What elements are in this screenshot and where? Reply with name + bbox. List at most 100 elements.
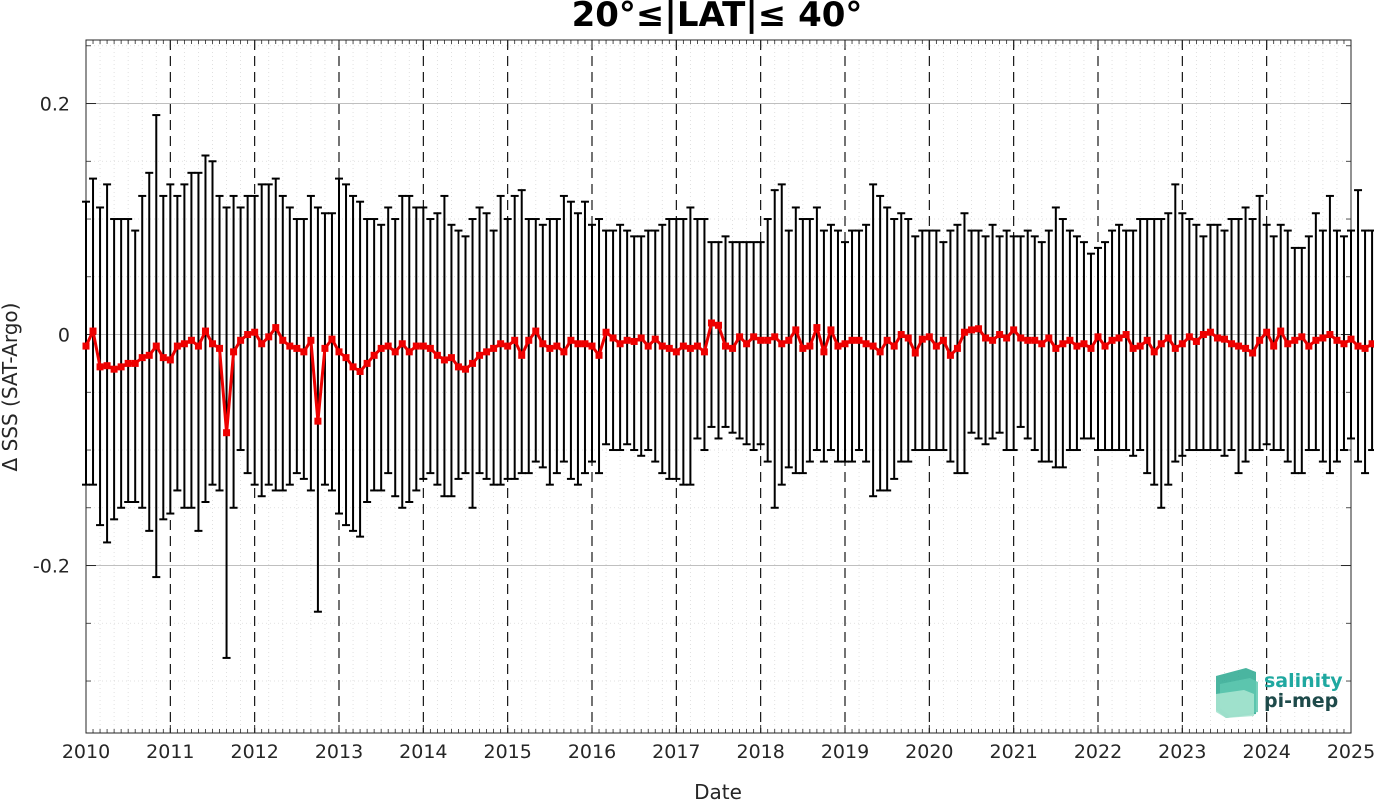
mean-marker	[686, 344, 694, 352]
mean-marker	[328, 335, 336, 343]
mean-marker	[820, 348, 828, 356]
y-axis-label: Δ SSS (SAT-Argo)	[0, 303, 22, 472]
y-tick-label: 0	[58, 325, 70, 347]
mean-marker	[314, 417, 322, 425]
mean-marker	[939, 336, 947, 344]
mean-marker	[609, 334, 617, 342]
x-tick-label: 2025	[1327, 741, 1374, 763]
mean-marker	[187, 336, 195, 344]
mean-marker	[574, 340, 582, 348]
mean-marker	[173, 342, 181, 350]
mean-marker	[525, 336, 533, 344]
y-tick-label: 0.2	[40, 94, 70, 116]
mean-marker	[1192, 337, 1200, 345]
mean-marker	[1164, 334, 1172, 342]
mean-marker	[1235, 342, 1243, 350]
mean-marker	[665, 344, 673, 352]
mean-marker	[279, 336, 287, 344]
mean-marker	[1073, 342, 1081, 350]
mean-series	[84, 321, 1374, 435]
x-tick-label: 2014	[399, 741, 447, 763]
mean-marker	[440, 356, 448, 364]
mean-marker	[1199, 331, 1207, 339]
mean-marker	[1052, 344, 1060, 352]
mean-marker	[715, 321, 722, 329]
mean-marker	[982, 334, 990, 342]
mean-marker	[462, 365, 469, 373]
mean-marker	[532, 327, 540, 335]
mean-marker	[131, 359, 139, 367]
logo-waves-icon	[1216, 668, 1258, 718]
mean-marker	[672, 348, 680, 356]
mean-marker	[1122, 331, 1130, 339]
mean-marker	[152, 342, 160, 350]
mean-marker	[356, 367, 364, 375]
mean-marker	[398, 340, 406, 348]
mean-marker	[946, 351, 954, 359]
x-tick-label: 2016	[568, 741, 616, 763]
mean-marker	[750, 333, 758, 341]
mean-marker	[855, 336, 863, 344]
mean-marker	[419, 342, 427, 350]
mean-marker	[335, 348, 343, 356]
mean-marker	[588, 342, 596, 350]
x-tick-label: 2012	[230, 741, 278, 763]
mean-marker	[1150, 348, 1158, 356]
mean-marker	[377, 344, 385, 352]
mean-marker	[159, 354, 167, 362]
mean-marker	[349, 363, 357, 371]
mean-marker	[433, 351, 441, 359]
mean-marker	[953, 344, 961, 352]
mean-marker	[1038, 340, 1046, 348]
mean-marker	[469, 359, 477, 367]
logo-text-salinity: salinity	[1264, 670, 1343, 692]
mean-marker	[1171, 344, 1179, 352]
mean-marker	[426, 344, 434, 352]
mean-marker	[1143, 336, 1151, 344]
mean-marker	[567, 336, 575, 344]
mean-marker	[1270, 342, 1278, 350]
mean-marker	[813, 324, 821, 332]
mean-marker	[490, 344, 498, 352]
x-tick-label: 2019	[821, 741, 869, 763]
mean-marker	[504, 342, 512, 350]
mean-marker	[1298, 333, 1306, 341]
logo-text-pi-mep: pi-mep	[1264, 690, 1338, 712]
y-tick-label: -0.2	[33, 556, 70, 578]
mean-marker	[1284, 340, 1292, 348]
mean-marker	[841, 340, 849, 348]
mean-marker	[307, 336, 315, 344]
mean-marker	[454, 363, 462, 371]
mean-marker	[1319, 334, 1327, 342]
x-tick-labels: 2010 2011 2012 2013 2014 2015 2016 2017 2018 2019…	[62, 741, 1374, 763]
year-dividers	[169, 40, 1268, 733]
mean-marker	[1213, 334, 1221, 342]
mean-marker	[1045, 334, 1053, 342]
mean-marker	[862, 340, 870, 348]
mean-marker	[321, 344, 329, 352]
mean-marker	[1221, 335, 1228, 343]
mean-marker	[1326, 331, 1334, 339]
mean-marker	[342, 354, 350, 362]
mean-marker	[124, 359, 132, 367]
mean-marker	[932, 342, 940, 350]
mean-marker	[511, 336, 519, 344]
mean-marker	[117, 363, 125, 371]
mean-marker	[209, 340, 216, 348]
mean-marker	[476, 351, 484, 359]
mean-marker	[778, 340, 786, 348]
mean-marker	[679, 342, 687, 350]
mean-marker	[265, 333, 273, 341]
mean-marker	[602, 328, 610, 336]
x-tick-label: 2013	[315, 741, 363, 763]
mean-marker	[918, 335, 926, 343]
x-tick-label: 2023	[1158, 741, 1206, 763]
mean-marker	[1017, 334, 1025, 342]
mean-marker	[1010, 326, 1018, 334]
mean-marker	[1263, 328, 1271, 336]
mean-marker	[1094, 333, 1102, 341]
mean-marker	[693, 342, 701, 350]
mean-marker	[623, 336, 631, 344]
mean-marker	[616, 340, 624, 348]
mean-marker	[483, 348, 491, 356]
